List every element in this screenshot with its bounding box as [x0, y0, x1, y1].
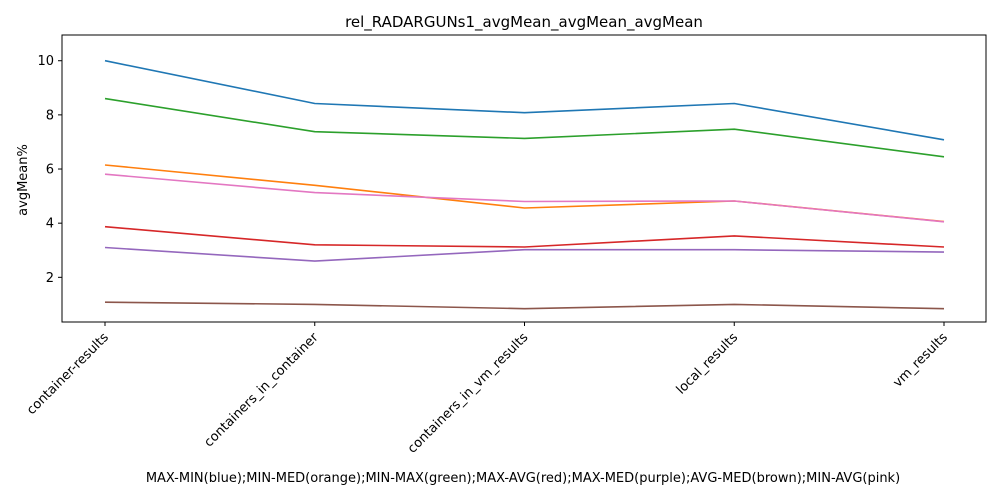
x-tick-label: containers_in_container: [201, 330, 322, 451]
y-tick-label: 10: [37, 54, 54, 69]
y-tick-label: 6: [46, 163, 54, 178]
plot-frame: [61, 34, 987, 323]
series-line-0: [104, 59, 945, 141]
series-line-2: [104, 97, 945, 158]
x-axis-label: MAX-MIN(blue);MIN-MED(orange);MIN-MAX(gr…: [146, 471, 900, 486]
chart-title: rel_RADARGUNs1_avgMean_avgMean_avgMean: [345, 13, 703, 32]
y-tick-label: 4: [46, 217, 54, 232]
axes-layer: 2 4 6 8 10 container-results containers_in_con…: [24, 34, 987, 457]
series-line-3: [104, 225, 945, 248]
series-line-6: [104, 173, 945, 223]
y-axis-label: avgMean%: [16, 144, 31, 216]
x-tick-label: local_results: [674, 330, 742, 398]
series-line-4: [104, 246, 945, 262]
series-line-1: [104, 164, 945, 223]
y-tick-label: 2: [46, 271, 54, 286]
series-line-5: [104, 301, 945, 310]
x-tick-label: vm_results: [890, 330, 951, 391]
y-tick-label: 8: [46, 108, 54, 123]
x-tick-label: container-results: [24, 330, 112, 418]
x-tick-label: containers_in_vm_results: [405, 330, 531, 456]
series-layer: [104, 59, 945, 310]
